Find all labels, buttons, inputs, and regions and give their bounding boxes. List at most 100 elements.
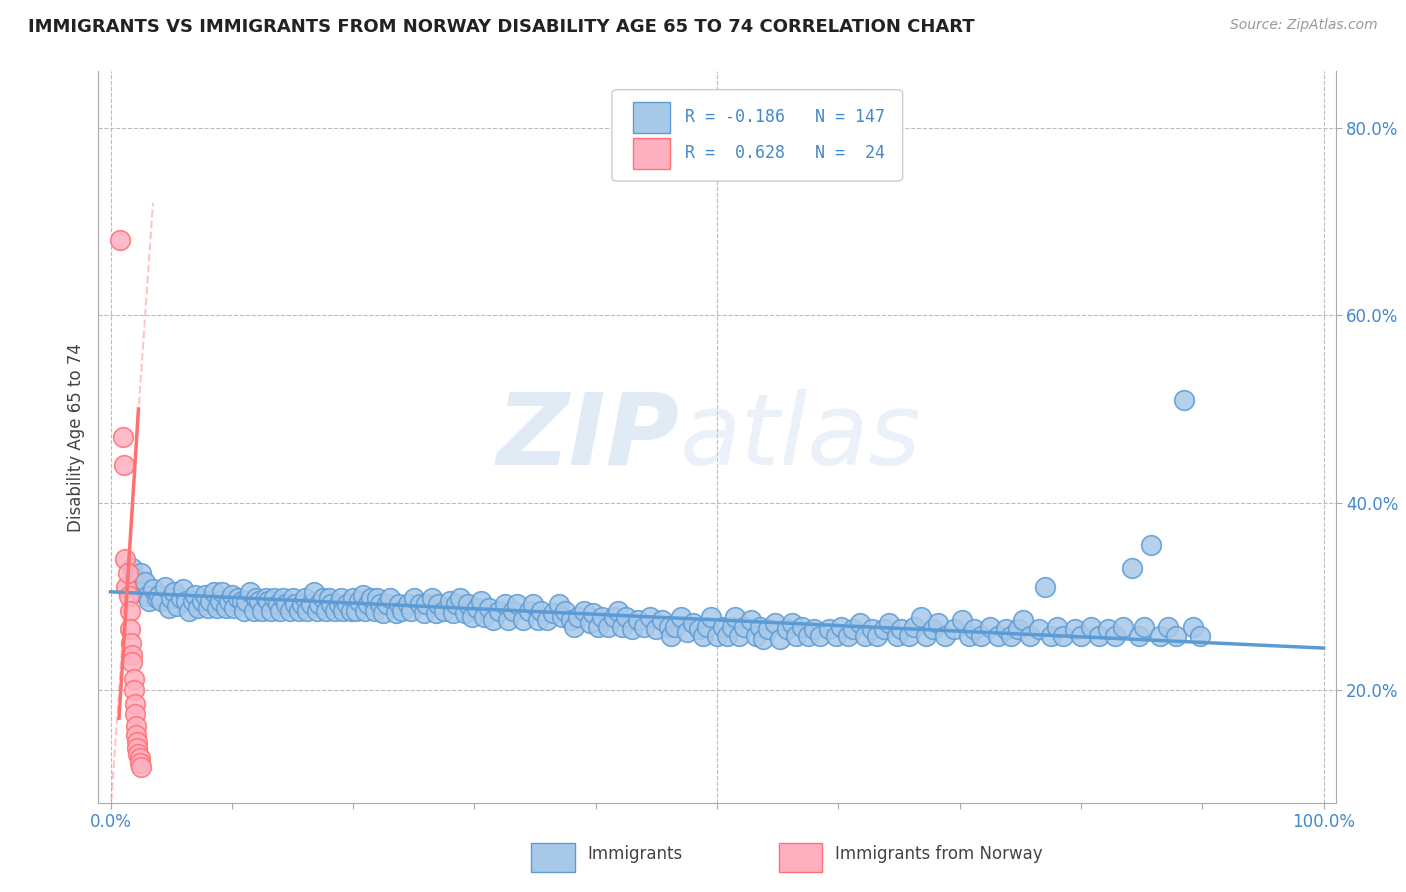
Point — [373, 607, 395, 621]
Point — [1140, 538, 1163, 552]
Point — [457, 597, 479, 611]
Point — [148, 588, 170, 602]
Bar — [633, 102, 671, 133]
Point — [488, 603, 510, 617]
Point — [910, 610, 932, 624]
Point — [797, 629, 820, 643]
Point — [425, 607, 447, 621]
Point — [728, 629, 751, 643]
Point — [129, 584, 152, 599]
Point — [401, 603, 423, 617]
Point — [202, 584, 225, 599]
Point — [157, 600, 180, 615]
Point — [950, 613, 973, 627]
Point — [1080, 619, 1102, 633]
Point — [357, 597, 380, 611]
Point — [1188, 629, 1211, 643]
Point — [603, 610, 626, 624]
Point — [470, 594, 492, 608]
Point — [226, 591, 249, 606]
Point — [323, 603, 346, 617]
Text: R = -0.186   N = 147: R = -0.186 N = 147 — [685, 109, 884, 127]
Point — [388, 597, 411, 611]
Point — [112, 458, 135, 473]
Point — [150, 594, 173, 608]
Point — [198, 594, 221, 608]
Point — [245, 591, 267, 606]
Point — [562, 619, 585, 633]
Point — [352, 588, 374, 602]
Point — [866, 629, 889, 643]
Point — [308, 597, 330, 611]
Point — [879, 615, 901, 630]
Point — [748, 619, 770, 633]
Point — [344, 603, 367, 617]
Point — [312, 591, 335, 606]
Point — [582, 607, 605, 621]
Point — [291, 597, 314, 611]
Point — [160, 591, 183, 606]
Point — [994, 623, 1017, 637]
Point — [127, 741, 149, 756]
Point — [627, 613, 650, 627]
Point — [927, 615, 949, 630]
Point — [142, 582, 165, 596]
Point — [530, 603, 553, 617]
Point — [218, 594, 240, 608]
Point — [170, 591, 193, 606]
Point — [1070, 629, 1092, 643]
Point — [1097, 623, 1119, 637]
Point — [830, 619, 852, 633]
Point — [354, 603, 377, 617]
Point — [716, 629, 738, 643]
Point — [257, 594, 280, 608]
Point — [554, 603, 576, 617]
Point — [134, 575, 156, 590]
Point — [128, 756, 150, 771]
Point — [1046, 619, 1069, 633]
Point — [118, 603, 141, 617]
Point — [121, 648, 143, 662]
Point — [979, 619, 1001, 633]
Point — [396, 597, 419, 611]
Point — [769, 632, 792, 646]
Point — [295, 603, 318, 617]
Point — [221, 588, 243, 602]
Point — [269, 603, 291, 617]
Point — [1173, 392, 1195, 407]
Point — [780, 615, 803, 630]
Point — [118, 590, 141, 604]
Point — [578, 615, 600, 630]
Point — [328, 597, 350, 611]
Text: Source: ZipAtlas.com: Source: ZipAtlas.com — [1230, 18, 1378, 32]
Point — [934, 629, 956, 643]
Point — [1000, 629, 1022, 643]
Text: IMMIGRANTS VS IMMIGRANTS FROM NORWAY DISABILITY AGE 65 TO 74 CORRELATION CHART: IMMIGRANTS VS IMMIGRANTS FROM NORWAY DIS… — [28, 18, 974, 36]
Point — [263, 591, 285, 606]
Point — [120, 636, 142, 650]
Point — [239, 584, 262, 599]
Point — [247, 594, 270, 608]
Point — [129, 760, 152, 774]
Point — [724, 610, 747, 624]
Point — [1039, 629, 1062, 643]
Point — [231, 594, 253, 608]
Point — [1181, 619, 1204, 633]
Point — [336, 597, 359, 611]
Point — [886, 629, 908, 643]
Point — [433, 603, 456, 617]
Point — [817, 623, 839, 637]
Point — [860, 623, 883, 637]
Point — [315, 603, 337, 617]
Point — [125, 728, 148, 742]
Point — [118, 623, 141, 637]
Point — [1133, 619, 1156, 633]
Point — [1064, 623, 1087, 637]
Point — [402, 591, 425, 606]
Point — [122, 683, 145, 698]
Point — [548, 597, 571, 611]
Point — [1149, 629, 1171, 643]
Point — [304, 584, 326, 599]
Point — [347, 594, 370, 608]
Point — [903, 619, 925, 633]
